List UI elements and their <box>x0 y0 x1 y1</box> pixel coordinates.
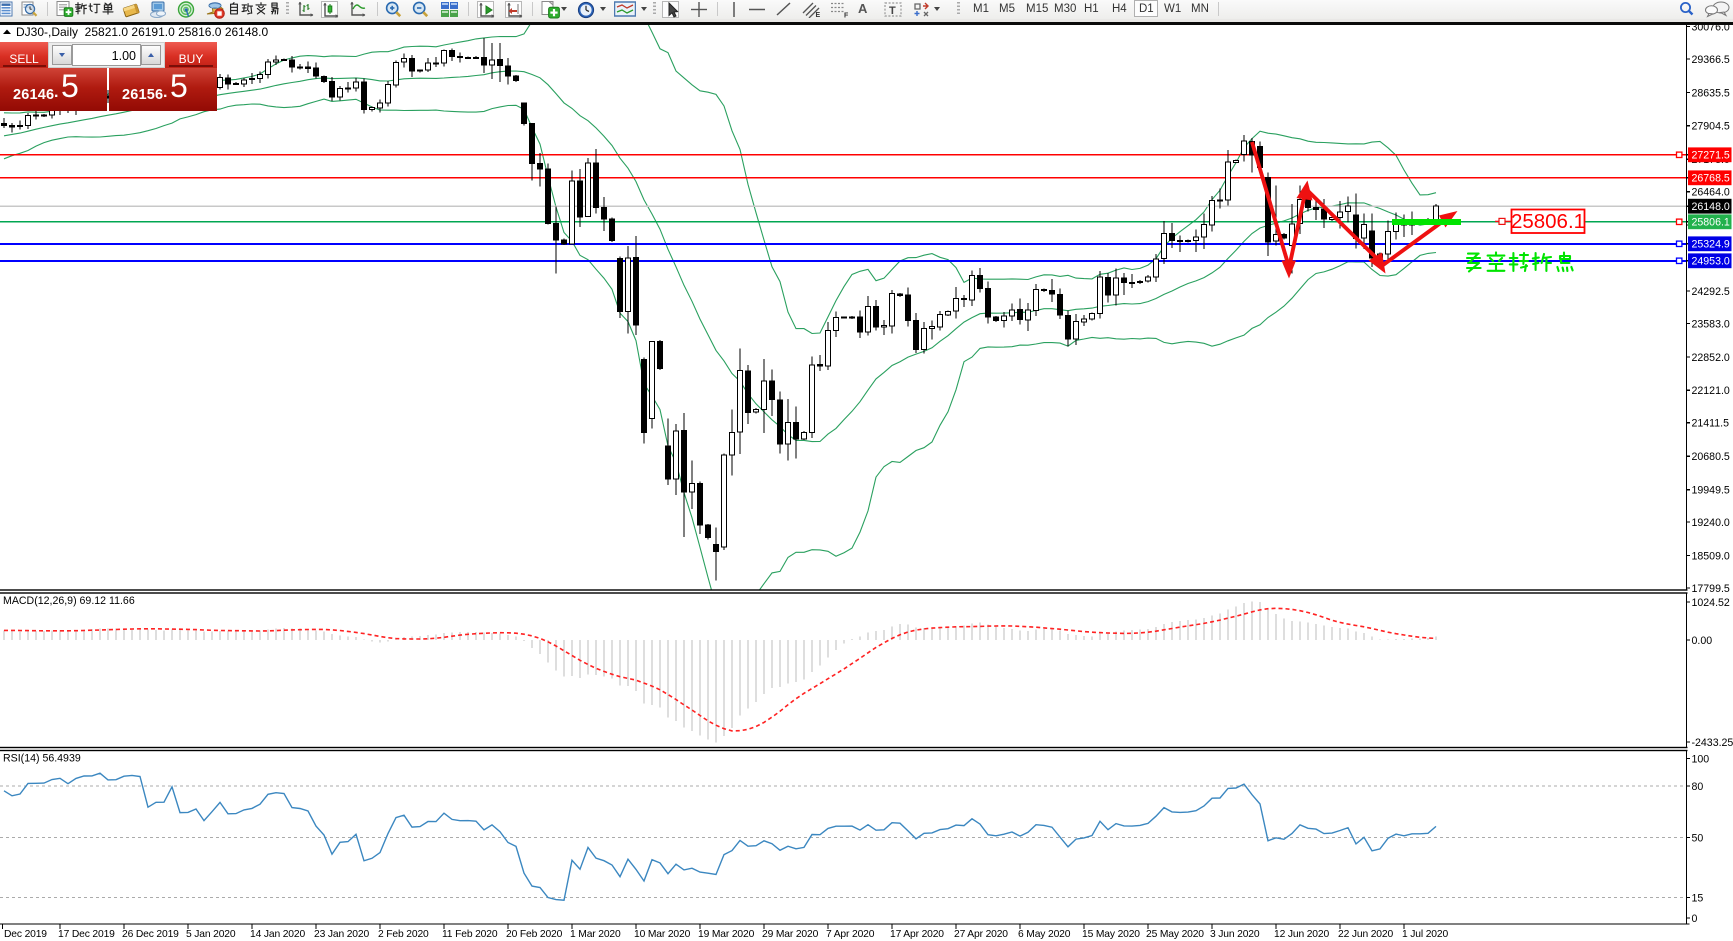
svg-text:22121.0: 22121.0 <box>1692 385 1730 397</box>
svg-text:26148.0: 26148.0 <box>1692 201 1730 213</box>
svg-text:6 May 2020: 6 May 2020 <box>1018 929 1071 940</box>
svg-text:50: 50 <box>1692 832 1704 844</box>
svg-text:17 Apr 2020: 17 Apr 2020 <box>890 929 944 940</box>
svg-text:DJ30-,Daily 25821.0 26191.0 2: DJ30-,Daily 25821.0 26191.0 25816.0 2614… <box>16 25 269 39</box>
svg-text:1 Mar 2020: 1 Mar 2020 <box>570 929 621 940</box>
svg-text:14 Jan 2020: 14 Jan 2020 <box>250 929 305 940</box>
svg-text:0: 0 <box>1692 913 1698 925</box>
svg-text:100: 100 <box>1692 753 1710 765</box>
svg-text:RSI(14) 56.4939: RSI(14) 56.4939 <box>3 753 81 765</box>
svg-text:MACD(12,26,9) 69.12 11.66: MACD(12,26,9) 69.12 11.66 <box>3 595 135 607</box>
svg-text:26464.0: 26464.0 <box>1692 187 1730 199</box>
svg-text:29 Mar 2020: 29 Mar 2020 <box>762 929 819 940</box>
svg-text:25324.9: 25324.9 <box>1692 239 1730 251</box>
svg-text:T: T <box>889 5 896 17</box>
svg-text:25 May 2020: 25 May 2020 <box>1146 929 1204 940</box>
svg-text:19240.0: 19240.0 <box>1692 517 1730 529</box>
svg-text:20680.5: 20680.5 <box>1692 451 1730 463</box>
svg-text:25806.1: 25806.1 <box>1692 217 1730 229</box>
svg-text:21411.5: 21411.5 <box>1692 418 1730 430</box>
svg-text:22852.0: 22852.0 <box>1692 352 1730 364</box>
svg-text:E: E <box>816 12 821 18</box>
svg-text:23 Jan 2020: 23 Jan 2020 <box>314 929 369 940</box>
svg-text:20 Feb 2020: 20 Feb 2020 <box>506 929 563 940</box>
svg-text:17 Dec 2019: 17 Dec 2019 <box>58 929 115 940</box>
svg-text:24953.0: 24953.0 <box>1692 256 1730 268</box>
svg-text:3 Jun 2020: 3 Jun 2020 <box>1210 929 1260 940</box>
svg-text:1024.52: 1024.52 <box>1692 597 1730 609</box>
svg-text:27 Apr 2020: 27 Apr 2020 <box>954 929 1008 940</box>
svg-text:18509.0: 18509.0 <box>1692 551 1730 563</box>
svg-text:F: F <box>844 13 849 19</box>
svg-text:28635.5: 28635.5 <box>1692 87 1730 99</box>
svg-text:1 Jul 2020: 1 Jul 2020 <box>1402 929 1448 940</box>
svg-text:-2433.25: -2433.25 <box>1692 737 1733 749</box>
svg-text:22 Jun 2020: 22 Jun 2020 <box>1338 929 1393 940</box>
svg-text:24292.5: 24292.5 <box>1692 286 1730 298</box>
svg-text:0.00: 0.00 <box>1692 635 1713 647</box>
svg-text:19 Mar 2020: 19 Mar 2020 <box>698 929 755 940</box>
svg-text:17799.5: 17799.5 <box>1692 583 1730 595</box>
svg-text:Dec 2019: Dec 2019 <box>4 929 47 940</box>
svg-text:80: 80 <box>1692 781 1704 793</box>
svg-text:11 Feb 2020: 11 Feb 2020 <box>442 929 498 940</box>
svg-text:25806.1: 25806.1 <box>1511 210 1585 233</box>
svg-text:15 May 2020: 15 May 2020 <box>1082 929 1140 940</box>
svg-text:19949.5: 19949.5 <box>1692 485 1730 497</box>
svg-text:5 Jan 2020: 5 Jan 2020 <box>186 929 236 940</box>
svg-text:7 Apr 2020: 7 Apr 2020 <box>826 929 875 940</box>
svg-text:15: 15 <box>1692 892 1704 904</box>
svg-text:12 Jun 2020: 12 Jun 2020 <box>1274 929 1329 940</box>
svg-text:26768.5: 26768.5 <box>1692 173 1730 185</box>
svg-text:10 Mar 2020: 10 Mar 2020 <box>634 929 691 940</box>
svg-text:26 Dec 2019: 26 Dec 2019 <box>122 929 179 940</box>
svg-text:27904.5: 27904.5 <box>1692 121 1730 133</box>
svg-text:23583.0: 23583.0 <box>1692 318 1730 330</box>
svg-text:27271.5: 27271.5 <box>1692 150 1730 162</box>
svg-text:2 Feb 2020: 2 Feb 2020 <box>378 929 429 940</box>
svg-text:29366.5: 29366.5 <box>1692 54 1730 66</box>
